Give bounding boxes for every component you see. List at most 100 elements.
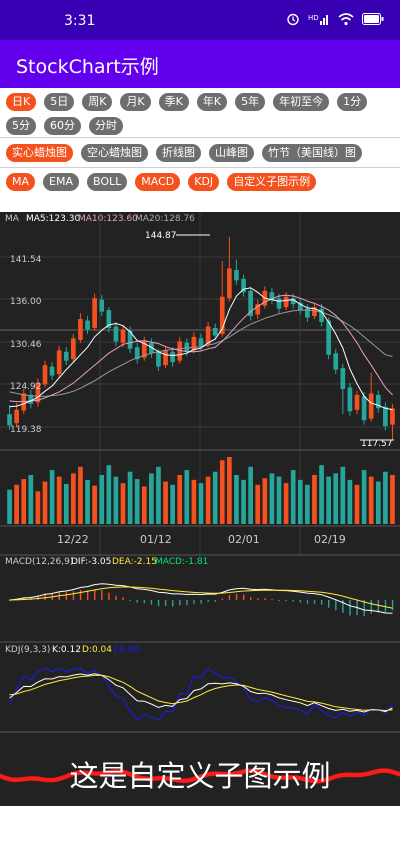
candle-body <box>149 342 154 354</box>
period-button[interactable]: 1分 <box>337 93 368 111</box>
macd-histogram-bar <box>72 591 75 600</box>
period-button[interactable]: 5年 <box>235 93 266 111</box>
period-button[interactable]: 60分 <box>44 117 81 135</box>
date-label: 12/22 <box>57 533 89 546</box>
stock-chart[interactable]: MA MA5:123.30 MA10:123.60 MA20:128.76 14… <box>0 212 400 806</box>
ma20-legend: MA20:128.76 <box>135 214 195 224</box>
signal-icon: HD <box>308 12 330 29</box>
ma20-line <box>9 309 393 397</box>
macd-histogram-bar <box>391 600 394 611</box>
indicator-button[interactable]: MA <box>6 173 36 191</box>
candle-body <box>241 278 246 293</box>
period-button-group: 日K 5日 周K 月K 季K 年K 5年 年初至今 1分 5分 60分 分时 <box>0 93 400 135</box>
period-button[interactable]: 年K <box>196 93 228 111</box>
status-bar: 3:31 HD <box>0 0 400 40</box>
volume-bar <box>191 479 197 524</box>
volume-bar <box>120 483 126 524</box>
indicator-button[interactable]: MACD <box>135 173 181 191</box>
macd-histogram-bar <box>108 592 110 600</box>
candle-body <box>92 298 97 328</box>
indicator-button[interactable]: 自定义子图示例 <box>227 173 317 191</box>
chart-type-button[interactable]: 山峰图 <box>209 144 254 162</box>
candle-body <box>305 308 310 318</box>
price-label: 141.54 <box>10 255 42 265</box>
kdj-d: D:0.04 <box>82 645 112 655</box>
macd-histogram-bar <box>172 600 174 607</box>
macd-value: MACD:-1.81 <box>155 557 208 567</box>
period-button[interactable]: 日K <box>6 93 37 111</box>
volume-bar <box>14 484 19 524</box>
candle-body <box>312 307 317 317</box>
chart-type-button[interactable]: 折线图 <box>156 144 201 162</box>
period-button[interactable]: 季K <box>158 93 189 111</box>
indicator-button[interactable]: EMA <box>43 173 79 191</box>
volume-bar <box>241 479 246 524</box>
period-button[interactable]: 5分 <box>6 117 36 135</box>
volume-bar <box>269 473 275 524</box>
candle-body <box>134 347 140 360</box>
price-label: 136.00 <box>10 297 42 307</box>
macd-histogram-bar <box>264 598 266 600</box>
macd-histogram-bar <box>342 600 344 613</box>
period-button[interactable]: 月K <box>120 93 151 111</box>
price-label: 130.46 <box>10 340 42 350</box>
volume-bar <box>163 481 168 524</box>
candle-body <box>120 329 126 343</box>
macd-histogram-bar <box>157 600 160 607</box>
volume-bar <box>56 476 62 524</box>
kdj-j-line <box>9 667 393 722</box>
kdj-k-line <box>9 673 393 713</box>
volume-bar <box>248 466 253 524</box>
chart-type-button[interactable]: 空心蜡烛图 <box>81 144 148 162</box>
macd-histogram-bar <box>193 600 195 604</box>
macd-histogram-bar <box>235 593 238 600</box>
volume-bar <box>134 479 140 524</box>
indicator-button[interactable]: KDJ <box>188 173 220 191</box>
macd-histogram-bar <box>115 595 117 600</box>
volume-bar <box>234 474 239 524</box>
volume-bar <box>113 476 119 524</box>
volume-bar <box>141 486 147 524</box>
period-button[interactable]: 分时 <box>89 117 123 135</box>
volume-bar <box>390 474 395 524</box>
date-label: 01/12 <box>140 533 172 546</box>
period-button[interactable]: 5日 <box>44 93 75 111</box>
candle-body <box>234 269 239 281</box>
macd-histogram-bar <box>37 595 39 600</box>
macd-histogram-bar <box>278 600 280 601</box>
max-price-label: 144.87 <box>145 231 177 241</box>
macd-histogram-bar <box>214 600 216 602</box>
price-label: 119.38 <box>10 425 42 435</box>
indicator-button[interactable]: BOLL <box>86 173 128 191</box>
candle-body <box>63 351 69 361</box>
kdj-d-line <box>9 674 393 712</box>
macd-histogram-bar <box>285 600 287 601</box>
stock-chart-canvas[interactable]: MA MA5:123.30 MA10:123.60 MA20:128.76 14… <box>0 212 400 806</box>
candle-body <box>71 338 76 360</box>
candle-body <box>283 296 289 308</box>
chart-type-button-group: 实心蜡烛图 空心蜡烛图 折线图 山峰图 竹节（美国线）图 <box>0 144 400 162</box>
chart-type-button[interactable]: 实心蜡烛图 <box>6 144 73 162</box>
candle-body <box>319 308 324 323</box>
macd-dif: DIF:-3.05 <box>71 557 111 567</box>
macd-histogram-bar <box>65 592 68 600</box>
candle-body <box>219 296 225 334</box>
volume-bar <box>319 465 324 524</box>
macd-histogram-bar <box>299 600 302 603</box>
macd-histogram-bar <box>313 600 316 604</box>
macd-histogram-bar <box>292 600 294 602</box>
period-button[interactable]: 年初至今 <box>273 93 330 111</box>
volume-bar <box>361 470 367 524</box>
app-bar: StockChart示例 <box>0 40 400 88</box>
candle-body <box>78 319 83 340</box>
volume-bar <box>255 484 261 524</box>
volume-bar <box>170 484 175 524</box>
period-button[interactable]: 周K <box>82 93 113 111</box>
min-price-marker: 117.57 <box>360 439 394 449</box>
chart-type-button[interactable]: 竹节（美国线）图 <box>262 144 362 162</box>
volume-bar <box>99 474 105 524</box>
price-label: 124.92 <box>10 382 42 392</box>
candle-body <box>113 326 119 342</box>
candle-body <box>269 292 275 300</box>
ma-legend-name: MA <box>5 214 20 224</box>
